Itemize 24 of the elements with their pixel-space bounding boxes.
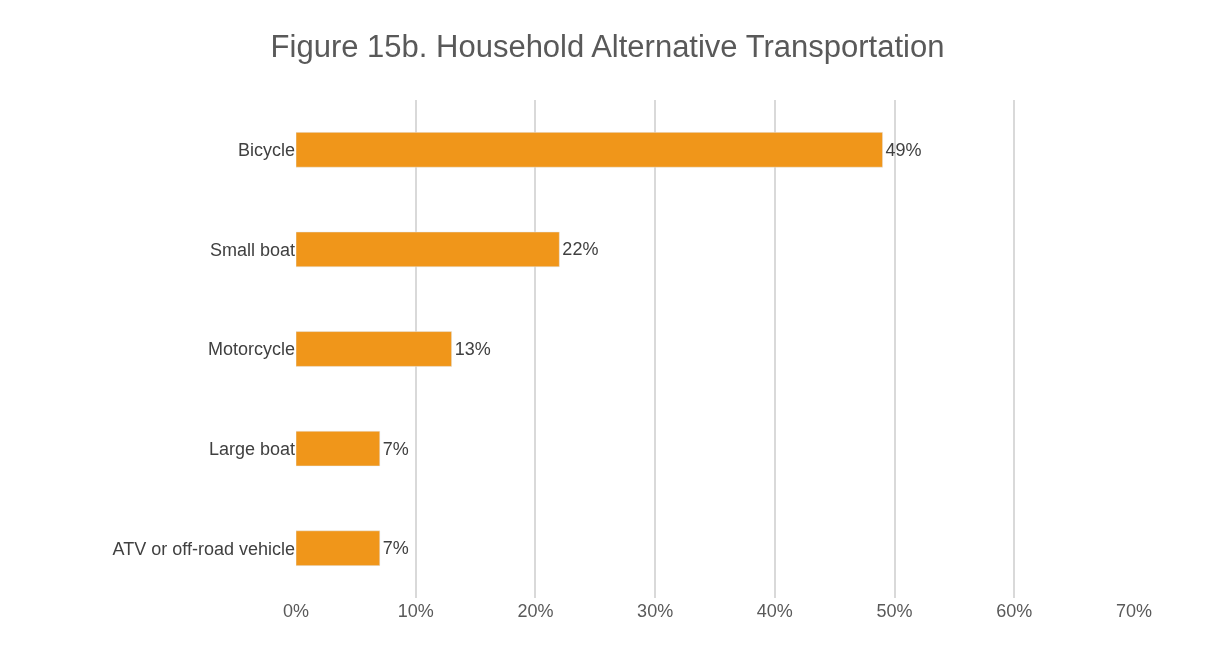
x-tick-label: 70%: [1115, 601, 1153, 621]
data-label: 13%: [454, 339, 491, 359]
bar: [296, 331, 452, 367]
data-label: 49%: [885, 139, 922, 160]
data-label: 22%: [562, 239, 599, 260]
x-tick-label: 50%: [876, 601, 913, 621]
data-label: 7%: [382, 538, 409, 559]
x-tick-label: 60%: [996, 601, 1033, 621]
x-tick-label: 10%: [397, 601, 434, 621]
chart-title: Figure 15b. Household Alternative Transportation: [270, 28, 945, 64]
bar: [296, 530, 381, 566]
y-tick-label: Bicycle: [237, 140, 295, 161]
bar: [296, 132, 883, 168]
data-label: 7%: [382, 438, 409, 459]
y-tick-label: ATV or off-road vehicle: [112, 538, 295, 559]
x-tick-label: 30%: [637, 601, 674, 621]
y-tick-label: Small boat: [209, 239, 295, 260]
x-tick-label: 0%: [282, 601, 310, 621]
x-tick-label: 20%: [517, 601, 554, 621]
x-tick-label: 40%: [756, 601, 793, 621]
y-tick-label: Large boat: [208, 438, 295, 459]
bar: [296, 430, 381, 467]
bar: [296, 231, 560, 268]
y-tick-label: Motorcycle: [207, 339, 295, 360]
